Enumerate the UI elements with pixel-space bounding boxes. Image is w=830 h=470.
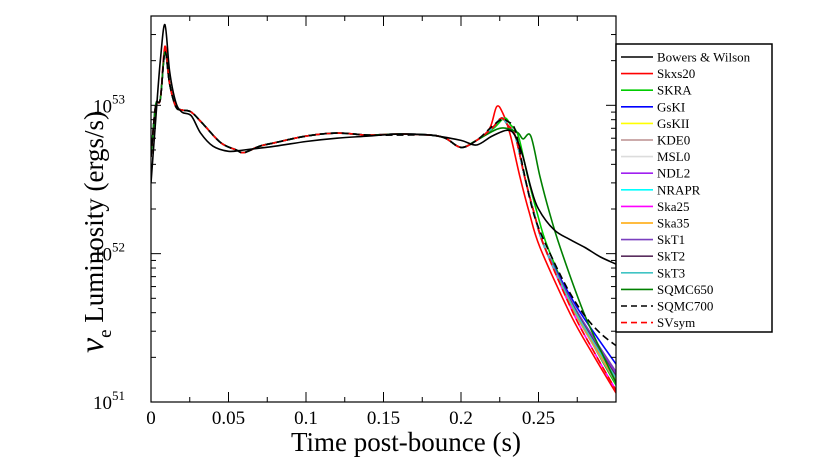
legend-label-svsym: SVsym [657, 315, 695, 330]
legend-label-skt3: SkT3 [657, 265, 685, 280]
y-tick-base: 10 [93, 96, 112, 117]
series-line-sqmc700 [151, 50, 616, 347]
y-tick-base: 10 [93, 245, 112, 266]
y-tick-exponent: 52 [112, 240, 125, 255]
legend-label-msl0: MSL0 [657, 149, 690, 164]
y-tick-label: 1053 [93, 91, 125, 117]
legend-label-nrapr: NRAPR [657, 182, 701, 197]
legend-box [615, 43, 773, 333]
y-tick-exponent: 53 [112, 91, 125, 106]
x-tick-label: 0.1 [294, 408, 318, 429]
y-axis-label-subscript: e [95, 329, 116, 337]
y-axis-label-symbol: ν [74, 337, 111, 353]
x-tick-label: 0.05 [212, 408, 245, 429]
legend-label-bowers-wilson: Bowers & Wilson [657, 50, 751, 65]
legend-label-ndl2: NDL2 [657, 166, 690, 181]
series-line-svsym [151, 48, 616, 391]
legend-label-skxs20: Skxs20 [657, 66, 695, 81]
legend-label-gskii: GsKII [657, 116, 690, 131]
legend-label-ska25: Ska25 [657, 199, 690, 214]
series-line-bowers-wilson [151, 23, 616, 265]
legend-label-skt1: SkT1 [657, 232, 685, 247]
y-tick-label: 1051 [93, 388, 125, 414]
legend-label-skra: SKRA [657, 83, 692, 98]
legend-label-ska35: Ska35 [657, 216, 690, 231]
y-tick-base: 10 [93, 393, 112, 414]
legend-label-gski: GsKI [657, 99, 685, 114]
plot-background [151, 16, 616, 402]
x-tick-label: 0.2 [449, 408, 473, 429]
x-tick-label: 0.15 [367, 408, 400, 429]
x-tick-label: 0.25 [522, 408, 555, 429]
y-tick-label: 1052 [93, 240, 125, 266]
x-tick-label: 0 [146, 408, 156, 429]
y-axis-label-text: Luminosity (ergs/s) [79, 111, 109, 330]
series-lines [151, 23, 616, 394]
legend-label-skt2: SkT2 [657, 249, 685, 264]
x-axis-label: Time post-bounce (s) [291, 427, 521, 457]
legend-label-sqmc700: SQMC700 [657, 299, 713, 314]
legend-label-kde0: KDE0 [657, 133, 690, 148]
y-tick-exponent: 51 [112, 388, 125, 403]
plot-area [151, 23, 616, 394]
y-axis-label: νe Luminosity (ergs/s) [74, 111, 116, 353]
legend-label-sqmc650: SQMC650 [657, 282, 713, 297]
